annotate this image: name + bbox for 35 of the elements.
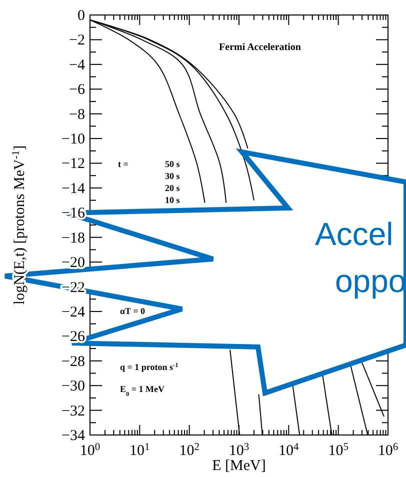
- x-tick-label: 10$^{2}$: [179, 442, 200, 459]
- y-tick-label: −30: [62, 378, 85, 395]
- y-tick-label: −12: [62, 156, 85, 172]
- y-tick-label: −28: [62, 354, 85, 370]
- annotation: oppo: [335, 263, 406, 299]
- annotation: 30 s: [165, 171, 180, 181]
- annotation: 50 s: [165, 159, 180, 169]
- annotation: 10 s: [165, 195, 180, 205]
- x-tick-label: 10$^{1}$: [130, 442, 150, 459]
- y-tick-label: −20: [62, 255, 85, 272]
- x-tick-label: 10$^{6}$: [378, 442, 398, 459]
- y-tick-label: 0: [78, 8, 85, 24]
- annotation: E$_{0}$ = 1 MeV: [120, 384, 166, 398]
- y-tick-label: −14: [62, 180, 86, 197]
- y-tick-label: −2: [69, 32, 85, 49]
- x-axis-title: E [MeV]: [212, 458, 266, 474]
- annotation: αT = 0: [120, 306, 146, 316]
- y-tick-label: −32: [62, 403, 85, 420]
- y-tick-label: −6: [69, 82, 86, 98]
- y-tick-label: −18: [62, 230, 85, 246]
- y-tick-label: −10: [62, 132, 85, 148]
- y-tick-label: −34: [62, 428, 86, 444]
- x-tick-label: 10$^{0}$: [80, 442, 100, 459]
- y-tick-label: −8: [69, 106, 85, 123]
- x-tick-label: 10$^{5}$: [328, 442, 348, 459]
- annotation: t =: [118, 159, 128, 169]
- y-tick-label: −4: [69, 57, 86, 74]
- annotation: q = 1 proton s$^{-1}$: [120, 362, 178, 372]
- y-tick-label: −26: [62, 329, 86, 346]
- x-tick-label: 10$^{3}$: [228, 442, 250, 459]
- annotation: 20 s: [165, 183, 180, 193]
- y-tick-label: −24: [62, 304, 86, 320]
- annotation: Fermi Acceleration: [219, 42, 302, 53]
- annotation: Accel: [315, 216, 394, 252]
- x-tick-label: 10$^{4}$: [278, 442, 300, 459]
